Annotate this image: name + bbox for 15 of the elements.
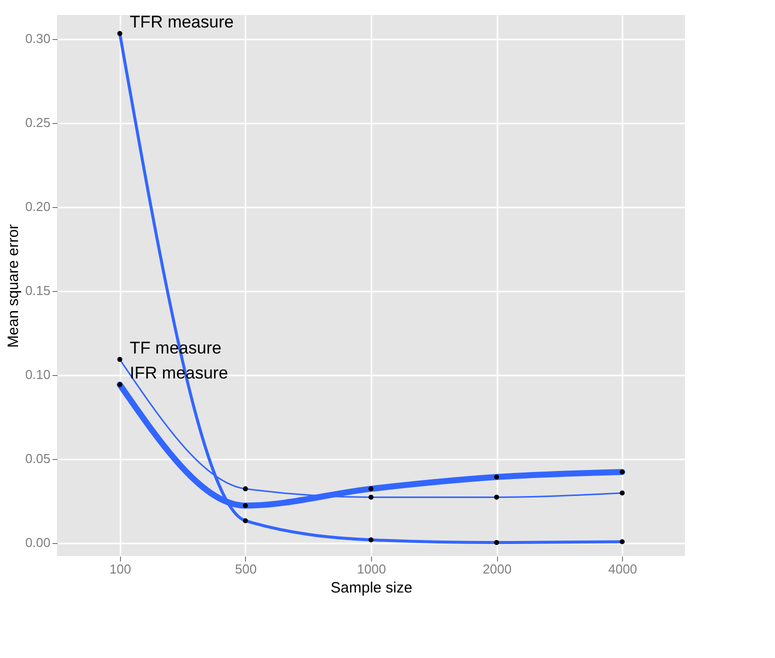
y-tick-label: 0.00	[25, 535, 50, 550]
x-tick-label: 2000	[482, 562, 512, 576]
x-axis-title: Sample size	[330, 580, 412, 596]
y-tick-label: 0.05	[25, 451, 50, 466]
y-tick-label: 0.10	[25, 367, 50, 382]
y-axis-title: Mean square error	[5, 224, 22, 348]
y-tick-label: 0.20	[25, 199, 50, 214]
x-tick-label: 100	[109, 562, 132, 576]
y-tick-label: 0.25	[25, 115, 50, 130]
x-tick-label: 500	[235, 562, 257, 576]
series-label: TFR measure	[130, 12, 234, 32]
x-tick-label: 1000	[357, 562, 386, 576]
y-tick-label: 0.15	[25, 283, 50, 298]
y-tick-label: 0.30	[25, 31, 50, 46]
x-tick-label: 4000	[608, 562, 638, 576]
